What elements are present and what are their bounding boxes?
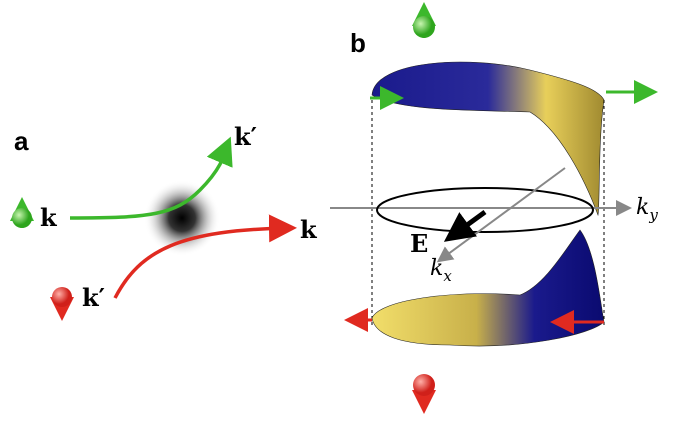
label-k: k [40, 203, 58, 232]
label-kx: kx [430, 256, 452, 285]
scatterer [144, 180, 220, 256]
label-k: k [300, 215, 318, 244]
spin-up [413, 8, 435, 38]
ky-main: k [636, 195, 649, 220]
spin-down [413, 374, 435, 408]
spin-up [12, 203, 32, 228]
figure: a k′ k k k′ b E kx ky [0, 0, 681, 421]
kx-sub: x [443, 267, 452, 285]
ky-sub: y [648, 206, 658, 224]
bottom-surface [372, 230, 604, 346]
fermi-circle [377, 188, 593, 232]
label-E: E [410, 229, 428, 258]
kx-axis [440, 168, 565, 260]
label-ky: ky [636, 195, 658, 224]
panel-label: b [350, 28, 366, 58]
top-surface [372, 62, 604, 215]
panel-label: a [14, 126, 29, 156]
kx-main: k [430, 256, 443, 281]
spin-down [52, 287, 72, 315]
label-k-prime: k′ [234, 122, 257, 151]
label-k-prime: k′ [82, 283, 105, 312]
